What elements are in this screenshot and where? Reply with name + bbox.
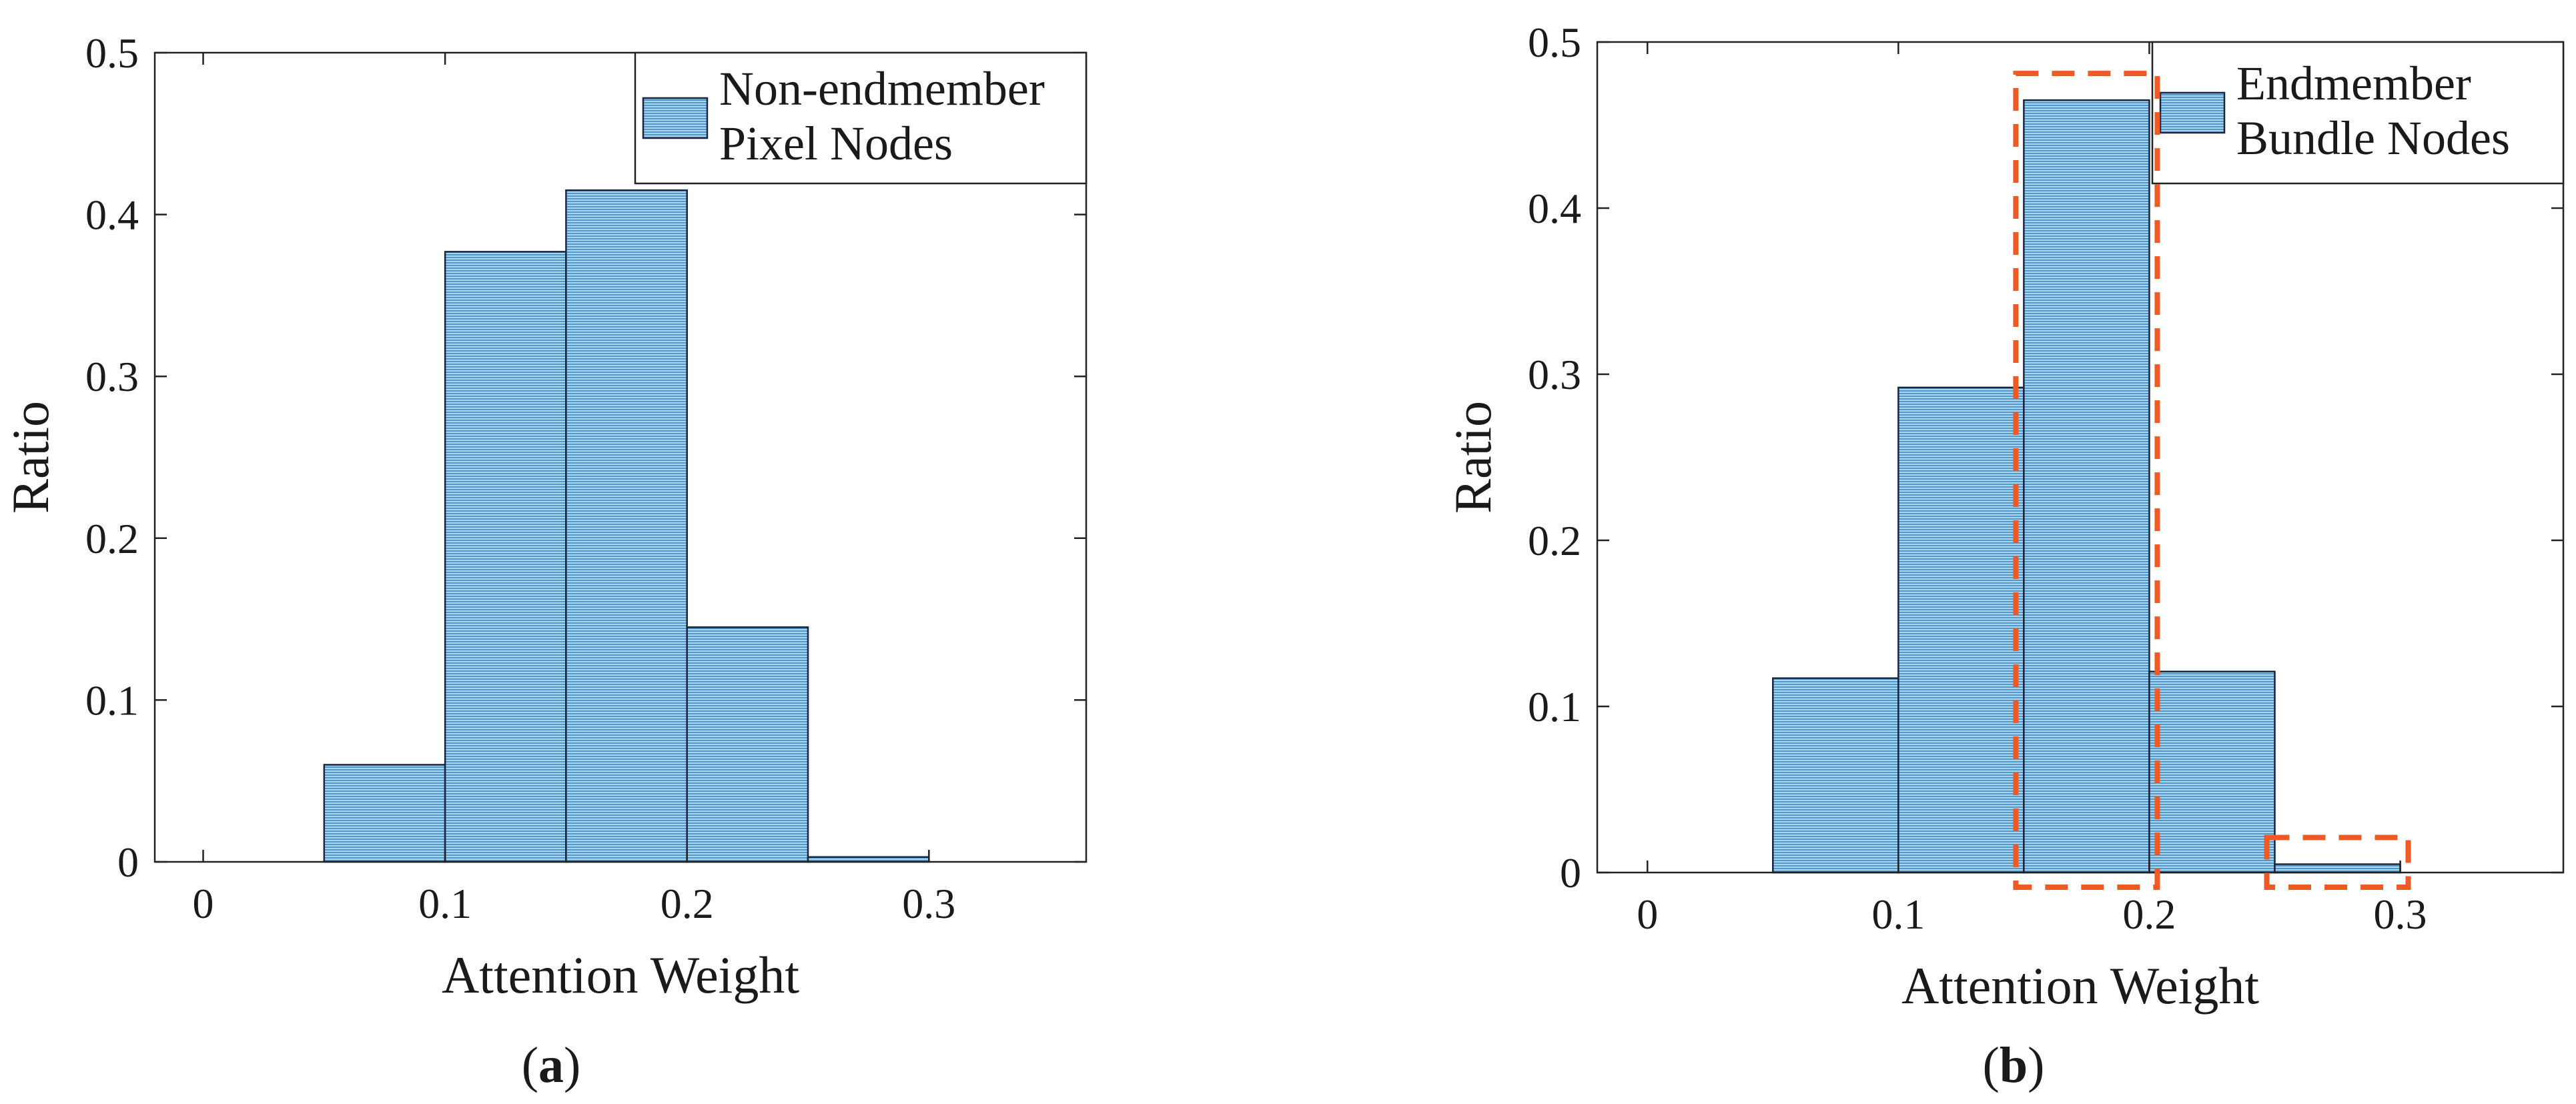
histogram-panel-b: 0 0.1 0.2 0.3 0.4 0.5 0 0.1 0.2 0.3 Ratio Attent… — [1444, 19, 2565, 1093]
bars-group — [1772, 99, 2401, 874]
histogram-bar — [2148, 670, 2276, 874]
histogram-bar — [323, 764, 446, 863]
x-tick-label: 0.1 — [418, 880, 472, 927]
x-axis-label: Attention Weight — [1901, 957, 2259, 1015]
x-tick-label: 0 — [1637, 891, 1658, 938]
y-tick-label: 0.5 — [85, 29, 139, 77]
x-tick-label: 0.2 — [2122, 891, 2176, 938]
y-tick-label: 0.4 — [1528, 185, 1581, 232]
histogram-bar — [1897, 386, 2025, 874]
plot-frame — [153, 51, 1088, 863]
legend-label-line-2: Bundle Nodes — [2236, 111, 2510, 165]
x-tick-label: 0 — [193, 880, 214, 927]
panel-label-close-paren: ) — [2028, 1037, 2044, 1093]
y-tick-label: 0.2 — [85, 515, 139, 562]
y-tick-label: 0 — [117, 839, 139, 886]
x-tick-labels: 0 0.1 0.2 0.3 — [1637, 891, 2427, 938]
y-tick-label: 0.2 — [1528, 517, 1581, 564]
x-tick-label: 0.2 — [661, 880, 714, 927]
plot-frame — [1596, 41, 2565, 874]
histogram-bar — [2274, 863, 2401, 874]
legend-box — [634, 51, 1088, 185]
x-tick-labels: 0 0.1 0.2 0.3 — [193, 880, 956, 927]
legend: Endmember Bundle Nodes — [2151, 41, 2565, 185]
histogram-bar — [2023, 99, 2150, 874]
legend-label-line-2: Pixel Nodes — [719, 117, 953, 170]
histogram-bar — [444, 251, 567, 863]
legend: Non-endmember Pixel Nodes — [634, 51, 1088, 185]
panel-label-close-paren: ) — [564, 1037, 580, 1093]
y-tick-labels: 0 0.1 0.2 0.3 0.4 0.5 — [1528, 19, 1581, 897]
y-axis-label: Ratio — [1444, 401, 1502, 514]
histogram-bar — [1772, 677, 1899, 874]
y-tick-label: 0 — [1560, 849, 1581, 897]
y-tick-label: 0.5 — [1528, 19, 1581, 66]
y-axis-label: Ratio — [1, 401, 59, 514]
y-tick-label: 0.3 — [1528, 351, 1581, 398]
x-axis-label: Attention Weight — [442, 946, 799, 1004]
legend-label-line-1: Non-endmember — [719, 62, 1045, 115]
y-tick-label: 0.4 — [85, 191, 139, 239]
legend-swatch — [642, 97, 709, 139]
bars-group — [323, 189, 930, 863]
tick-marks — [1597, 41, 2563, 874]
legend-swatch — [2159, 91, 2226, 134]
panel-label-letter: b — [2000, 1037, 2028, 1093]
y-tick-label: 0.1 — [1528, 683, 1581, 730]
histogram-bar — [686, 626, 809, 863]
highlight-boxes — [2013, 71, 2411, 891]
y-tick-label: 0.1 — [85, 676, 139, 724]
panel-label-open-paren: ( — [522, 1037, 538, 1093]
panel-label: (b) — [1983, 1037, 2045, 1093]
histogram-panel-a: 0 0.1 0.2 0.3 0.4 0.5 0 0.1 0.2 0.3 Ratio Attent… — [1, 29, 1088, 1093]
y-tick-label: 0.3 — [85, 353, 139, 400]
x-tick-label: 0.3 — [902, 880, 955, 927]
histogram-bar — [565, 189, 688, 863]
legend-label-line-1: Endmember — [2236, 57, 2471, 110]
panel-label: (a) — [522, 1037, 581, 1093]
y-tick-labels: 0 0.1 0.2 0.3 0.4 0.5 — [85, 29, 139, 886]
x-tick-label: 0.1 — [1871, 891, 1925, 938]
panel-label-letter: a — [538, 1037, 564, 1093]
highlight-dashed-box — [2264, 835, 2411, 891]
x-tick-label: 0.3 — [2374, 891, 2427, 938]
panel-label-open-paren: ( — [1983, 1037, 2000, 1093]
highlight-dashed-box — [2013, 71, 2160, 890]
